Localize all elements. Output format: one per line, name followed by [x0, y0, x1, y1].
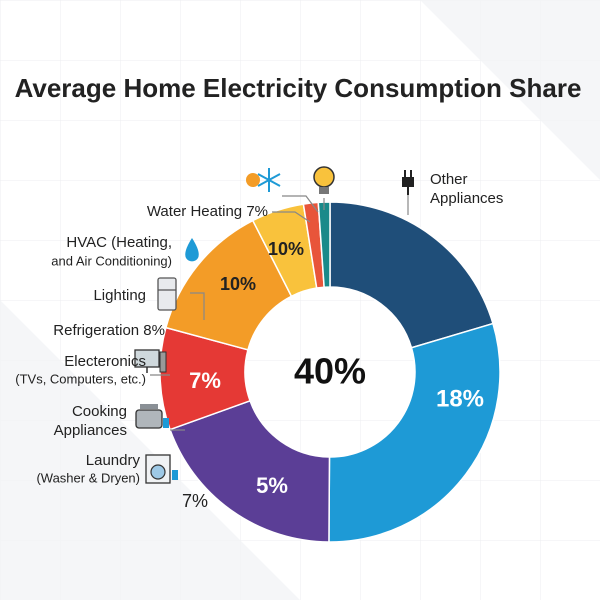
annotation: (Washer & Dryen)	[36, 470, 140, 485]
sun-icon	[246, 173, 260, 187]
leader-lines	[150, 195, 409, 431]
leader-line	[282, 195, 319, 213]
annotation: 7%	[182, 491, 208, 511]
fridge-icon	[157, 277, 177, 311]
annotation: and Air Conditioning)	[51, 253, 172, 268]
bulb-icon	[313, 166, 335, 194]
annotation: Appliances	[54, 422, 127, 439]
annotation: Refrigeration 8%	[53, 322, 165, 339]
pot-icon	[135, 404, 169, 429]
annotation: Cooking	[72, 403, 127, 420]
segment-label: 40%	[294, 351, 366, 392]
chart-title: Average Home Electricity Consumption Sha…	[15, 73, 582, 103]
annotation: HVAC (Heating,	[66, 234, 172, 251]
washer-icon	[145, 454, 178, 484]
leader-line	[190, 292, 205, 320]
donut-segment	[328, 322, 501, 543]
background-shape	[420, 0, 600, 180]
snowflake-icon	[257, 168, 281, 192]
segment-label: 7%	[189, 368, 221, 393]
segment-label: 10%	[268, 239, 304, 259]
drop-icon	[185, 238, 199, 262]
segment-label: 10%	[220, 274, 256, 294]
donut-segment	[329, 201, 494, 349]
segment-label: 18%	[436, 385, 484, 412]
monitor-icon	[134, 349, 167, 373]
annotation: Other	[430, 171, 468, 188]
annotation: Laundry	[86, 452, 141, 469]
annotation: Water Heating 7%	[147, 203, 268, 220]
donut-segment	[317, 201, 331, 289]
plug-icon	[402, 170, 414, 195]
annotation: (TVs, Computers, etc.)	[15, 371, 146, 386]
leader-line	[272, 211, 311, 223]
annotation: Electeronics	[64, 353, 146, 370]
annotation: Lighting	[93, 287, 146, 304]
annotation: Appliances	[430, 190, 503, 207]
icons	[134, 166, 414, 484]
donut	[159, 201, 501, 543]
background-shape	[0, 300, 300, 600]
segment-label: 5%	[256, 473, 288, 498]
donut-segment	[169, 399, 331, 543]
